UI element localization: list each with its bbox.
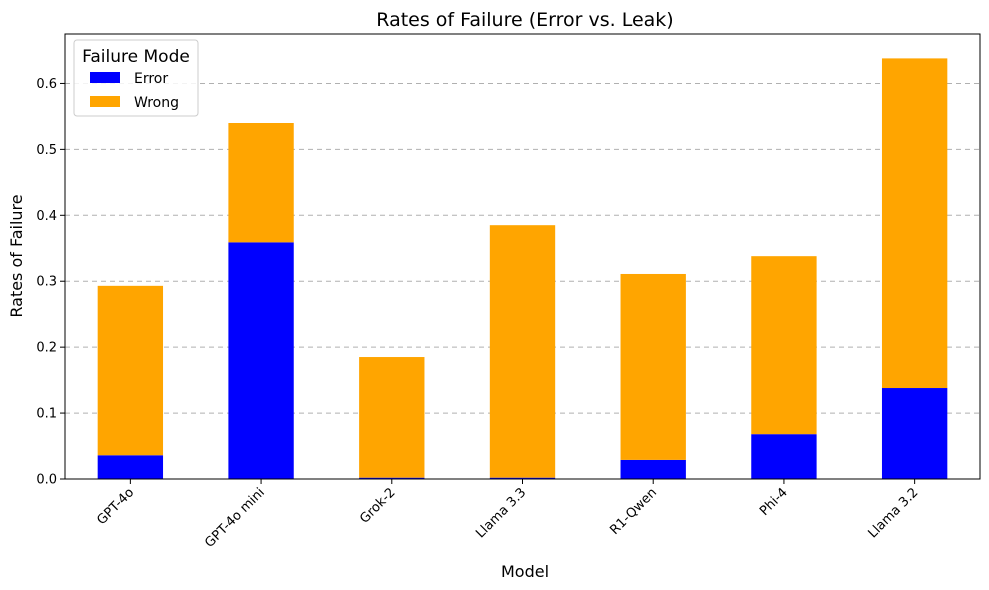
chart-title: Rates of Failure (Error vs. Leak) (376, 9, 673, 31)
legend-title: Failure Mode (82, 47, 190, 67)
plot-frame (64, 33, 981, 480)
bar-error-r1-qwen (620, 459, 686, 479)
y-tick-label: 0.2 (36, 341, 57, 356)
legend: Failure Mode Error Wrong (73, 39, 199, 117)
legend-swatch-error (90, 72, 120, 83)
y-tick-label: 0.6 (36, 77, 57, 92)
x-tick-label: Llama 3.2 (865, 485, 921, 541)
y-tick-label: 0.0 (36, 473, 57, 488)
legend-label-error: Error (134, 71, 168, 87)
x-tick-label: GPT-4o (94, 485, 137, 528)
x-tick-label: GPT-4o mini (202, 485, 268, 551)
x-tick-label: Llama 3.3 (473, 485, 529, 541)
x-tick-label: Grok-2 (357, 485, 398, 526)
bar-wrong-llama-3-2 (881, 58, 948, 389)
bar-error-phi-4 (751, 434, 817, 479)
y-axis-title: Rates of Failure (7, 194, 26, 317)
bar-wrong-llama-3-3 (489, 225, 556, 478)
x-tick-label: R1-Qwen (607, 485, 660, 538)
x-tick-label: Phi-4 (757, 485, 791, 519)
y-tick-label: 0.4 (36, 209, 57, 224)
y-tick-label: 0.5 (36, 143, 57, 158)
bar-wrong-gpt-4o-mini (228, 123, 294, 243)
x-axis-title: Model (501, 562, 549, 581)
legend-swatch-wrong (90, 96, 120, 107)
bar-error-grok-2 (359, 477, 425, 479)
y-tick-label: 0.3 (36, 275, 57, 290)
bar-error-gpt-4o (97, 455, 164, 479)
bar-error-llama-3-2 (881, 388, 948, 479)
bar-wrong-grok-2 (359, 357, 425, 478)
bar-error-llama-3-3 (489, 477, 556, 479)
bar-wrong-r1-qwen (620, 273, 686, 460)
bar-wrong-phi-4 (751, 256, 817, 435)
bar-error-gpt-4o-mini (228, 242, 294, 479)
legend-label-wrong: Wrong (134, 95, 179, 111)
bars (97, 58, 948, 479)
y-tick-label: 0.1 (36, 407, 57, 422)
bar-wrong-gpt-4o (97, 285, 164, 456)
